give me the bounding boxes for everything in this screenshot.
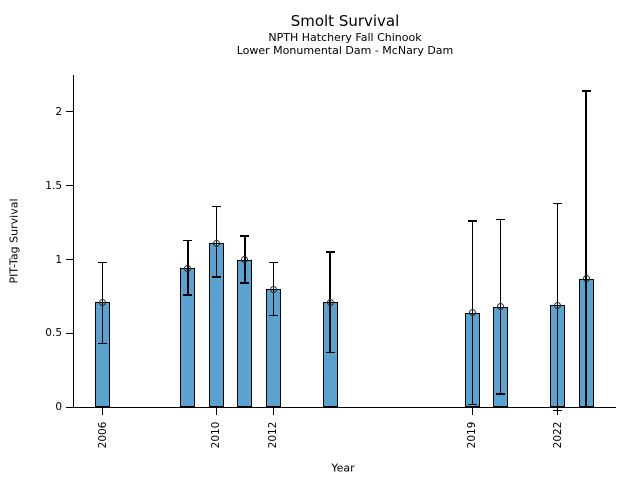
error-bar-cap-top xyxy=(325,251,335,253)
error-bar-cap-top xyxy=(211,205,221,208)
bar-top-marker xyxy=(269,285,277,293)
x-tick-mark xyxy=(556,408,559,415)
x-tick-mark xyxy=(272,408,275,415)
y-axis-spine xyxy=(72,75,74,408)
y-tick-label: 0.5 xyxy=(45,327,62,340)
y-tick-mark xyxy=(65,258,73,261)
error-bar-cap-bottom xyxy=(98,342,108,345)
error-bar-cap-top xyxy=(240,235,250,237)
y-tick-mark xyxy=(65,332,73,335)
x-axis-label: Year xyxy=(331,461,355,475)
bar-top-marker xyxy=(497,303,505,311)
x-tick-label: 2006 xyxy=(96,421,109,449)
x-tick-label: 2019 xyxy=(466,421,479,449)
error-bar-cap-top xyxy=(581,90,591,92)
error-bar-cap-bottom xyxy=(496,393,506,395)
error-bar-cap-top xyxy=(467,220,477,222)
y-tick-label: 1.5 xyxy=(45,179,62,192)
error-bar-cap-top xyxy=(98,261,108,264)
error-bar-line xyxy=(585,91,587,408)
y-tick-mark xyxy=(65,110,73,113)
error-bar-cap-bottom xyxy=(183,294,193,296)
error-bar-cap-bottom xyxy=(240,282,250,284)
error-bar-cap-top xyxy=(496,218,506,221)
bar-top-marker xyxy=(554,301,562,309)
error-bar-cap-bottom xyxy=(268,314,278,317)
bar-top-marker xyxy=(326,298,334,306)
error-bar-cap-bottom xyxy=(553,409,563,411)
y-tick-label: 1 xyxy=(55,253,62,266)
error-bar-cap-bottom xyxy=(211,276,221,278)
chart-title: Smolt Survival xyxy=(290,12,400,30)
x-tick-label: 2012 xyxy=(267,421,280,449)
bar-top-marker xyxy=(99,298,107,306)
error-bar-cap-top xyxy=(268,261,278,264)
error-bar-cap-bottom xyxy=(325,351,335,354)
y-tick-label: 2 xyxy=(55,105,62,118)
bar-top-marker xyxy=(212,239,220,247)
x-tick-label: 2010 xyxy=(210,421,223,449)
bar-top-marker xyxy=(468,309,476,317)
y-tick-mark xyxy=(65,184,73,187)
x-tick-label: 2022 xyxy=(551,421,564,449)
x-tick-mark xyxy=(471,408,474,415)
error-bar-cap-bottom xyxy=(581,406,591,409)
x-axis-spine xyxy=(72,406,616,409)
y-tick-label: 0 xyxy=(55,401,62,414)
error-bar-cap-top xyxy=(553,202,563,205)
chart-subtitle-line2: Lower Monumental Dam - McNary Dam xyxy=(236,44,454,57)
bar-top-marker xyxy=(184,264,192,272)
x-tick-mark xyxy=(101,408,104,415)
bar-top-marker xyxy=(582,275,590,283)
chart-subtitle-line1: NPTH Hatchery Fall Chinook xyxy=(268,31,422,44)
y-tick-mark xyxy=(65,406,73,409)
error-bar-cap-top xyxy=(183,239,193,242)
x-tick-mark xyxy=(215,408,218,415)
error-bar-cap-bottom xyxy=(467,403,477,406)
bar-top-marker xyxy=(241,256,249,263)
